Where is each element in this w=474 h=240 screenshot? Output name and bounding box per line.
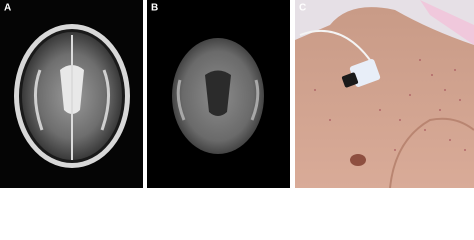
- electrode-clip: [341, 72, 359, 88]
- ecg-wire: [299, 29, 371, 61]
- nipple: [350, 154, 366, 166]
- gown: [420, 0, 474, 45]
- panel-label: B: [151, 2, 158, 13]
- panel-c: C: [295, 0, 474, 188]
- sulci: [34, 69, 110, 131]
- figure: A B C: [0, 0, 474, 188]
- panel-label: C: [299, 2, 306, 13]
- panel-label: A: [4, 2, 11, 13]
- page: {"panels": [{"label": "A"}, {"label": "B…: [0, 0, 474, 188]
- ventricles: [205, 70, 231, 116]
- panel-b: B: [147, 0, 290, 188]
- shoulder-fold: [389, 117, 474, 188]
- cortex: [176, 79, 260, 121]
- panel-a: A: [0, 0, 143, 188]
- petechiae: [314, 59, 466, 151]
